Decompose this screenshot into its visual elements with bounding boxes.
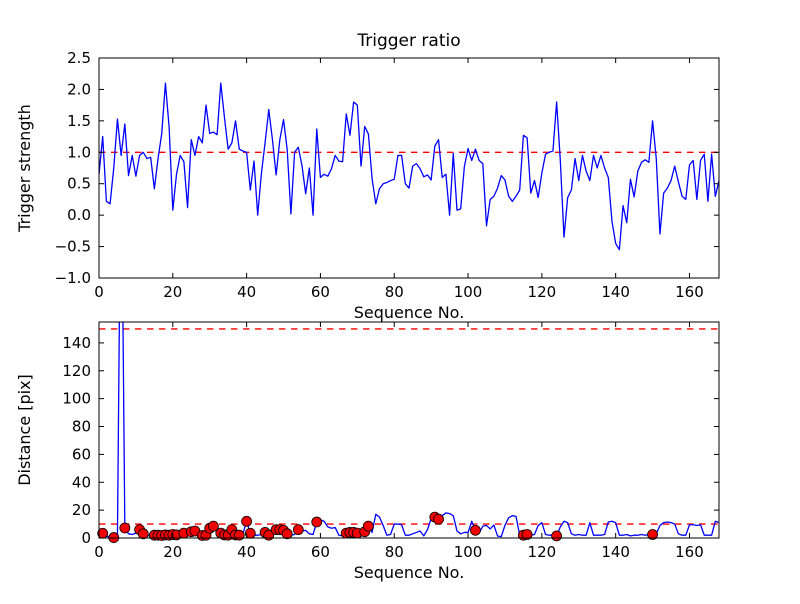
x-tick-label: 0 <box>94 283 104 301</box>
x-tick-label: 60 <box>311 283 330 301</box>
trigger-marker <box>119 522 131 534</box>
x-tick-label: 120 <box>528 283 557 301</box>
x-tick-label: 20 <box>163 283 182 301</box>
x-axis-label: Sequence No. <box>354 563 465 582</box>
x-tick-label: 40 <box>237 543 256 561</box>
y-tick-label: 80 <box>72 418 91 436</box>
y-axis-label: Distance [pix] <box>15 374 34 486</box>
x-tick-label: 0 <box>94 543 104 561</box>
trigger-marker <box>207 520 219 532</box>
y-tick-label: 1.0 <box>67 143 91 161</box>
trigger-marker <box>470 524 481 536</box>
x-tick-label: 80 <box>385 283 404 301</box>
trigger-marker <box>521 529 533 540</box>
y-tick-label: 2.0 <box>67 80 91 98</box>
top-axes-frame <box>98 57 720 279</box>
x-tick-label: 80 <box>385 543 404 561</box>
bottom-axes: 0 20 40 60 80 100 120 140 160 0 20 40 60 80 100 120 140 S… <box>15 321 720 582</box>
x-axis-label: Sequence No. <box>354 303 465 322</box>
y-tick-label: 140 <box>62 334 91 352</box>
trigger-marker <box>292 524 304 536</box>
y-tick-label: 40 <box>72 473 91 491</box>
trigger-marker <box>241 515 253 527</box>
top-axes-plot-area <box>99 82 719 251</box>
trigger-marker <box>647 529 658 540</box>
y-tick-label: 2.5 <box>67 49 91 67</box>
top-axes: 0 20 40 60 80 100 120 140 160 −1.0 −0.5 0.0 0.5 1.0 1.… <box>15 31 720 322</box>
y-tick-label: 120 <box>62 362 91 380</box>
y-tick-label: 60 <box>72 445 91 463</box>
y-tick-label: 0 <box>81 529 91 547</box>
x-tick-label: 140 <box>601 543 630 561</box>
x-tick-label: 140 <box>601 283 630 301</box>
x-tick-label: 120 <box>528 543 557 561</box>
chart-title: Trigger ratio <box>356 31 460 51</box>
x-tick-label: 160 <box>675 543 704 561</box>
trigger-marker <box>311 516 323 528</box>
bottom-axes-frame <box>98 321 720 539</box>
y-tick-label: 20 <box>72 501 91 519</box>
trigger-marker <box>433 513 444 525</box>
y-axis-label: Trigger strength <box>15 104 34 233</box>
trigger-marker <box>362 520 374 532</box>
y-tick-label: 0.0 <box>67 206 91 224</box>
y-tick-label: −1.0 <box>55 269 91 287</box>
y-tick-label: −0.5 <box>55 238 91 256</box>
top-axes-data-line <box>99 82 719 251</box>
x-tick-label: 40 <box>237 283 256 301</box>
x-tick-label: 20 <box>163 543 182 561</box>
y-tick-label: 100 <box>62 390 91 408</box>
y-tick-label: 1.5 <box>67 112 91 130</box>
x-tick-label: 160 <box>675 283 704 301</box>
x-tick-label: 60 <box>311 543 330 561</box>
y-tick-label: 0.5 <box>67 175 91 193</box>
trigger-marker <box>137 528 149 540</box>
trigger-marker <box>281 528 293 540</box>
trigger-marker <box>233 529 245 541</box>
x-tick-label: 100 <box>454 543 483 561</box>
trigger-marker <box>551 530 563 542</box>
x-tick-label: 100 <box>454 283 483 301</box>
